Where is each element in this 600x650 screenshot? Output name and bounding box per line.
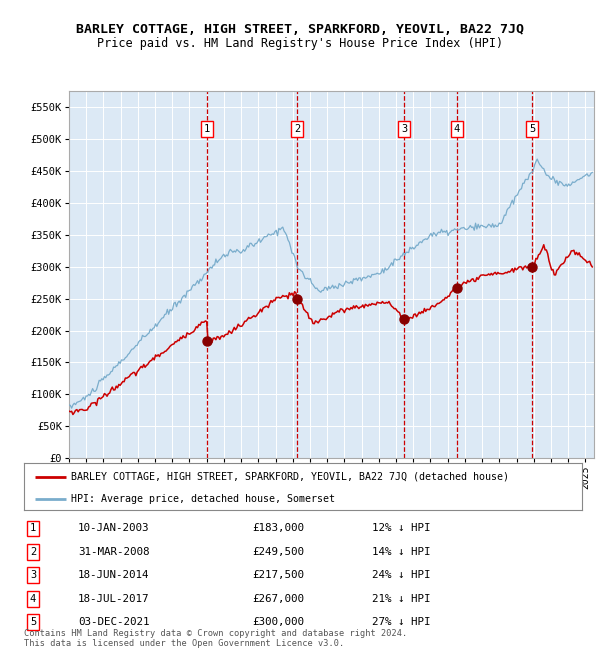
Text: HPI: Average price, detached house, Somerset: HPI: Average price, detached house, Some… xyxy=(71,493,335,504)
Text: £249,500: £249,500 xyxy=(252,547,304,557)
Text: 24% ↓ HPI: 24% ↓ HPI xyxy=(372,570,431,580)
Text: £183,000: £183,000 xyxy=(252,523,304,534)
Text: 18-JUN-2014: 18-JUN-2014 xyxy=(78,570,149,580)
Text: Price paid vs. HM Land Registry's House Price Index (HPI): Price paid vs. HM Land Registry's House … xyxy=(97,37,503,50)
Text: 10-JAN-2003: 10-JAN-2003 xyxy=(78,523,149,534)
Text: £267,000: £267,000 xyxy=(252,593,304,604)
Text: 4: 4 xyxy=(30,593,36,604)
Text: 18-JUL-2017: 18-JUL-2017 xyxy=(78,593,149,604)
Text: BARLEY COTTAGE, HIGH STREET, SPARKFORD, YEOVIL, BA22 7JQ: BARLEY COTTAGE, HIGH STREET, SPARKFORD, … xyxy=(76,23,524,36)
Text: £217,500: £217,500 xyxy=(252,570,304,580)
Text: £300,000: £300,000 xyxy=(252,617,304,627)
Text: 1: 1 xyxy=(204,124,211,135)
Text: 2: 2 xyxy=(294,124,300,135)
Text: 5: 5 xyxy=(529,124,536,135)
Text: 3: 3 xyxy=(401,124,407,135)
Text: 1: 1 xyxy=(30,523,36,534)
Text: 4: 4 xyxy=(454,124,460,135)
Text: 2: 2 xyxy=(30,547,36,557)
Text: 14% ↓ HPI: 14% ↓ HPI xyxy=(372,547,431,557)
Text: BARLEY COTTAGE, HIGH STREET, SPARKFORD, YEOVIL, BA22 7JQ (detached house): BARLEY COTTAGE, HIGH STREET, SPARKFORD, … xyxy=(71,471,509,482)
Text: 31-MAR-2008: 31-MAR-2008 xyxy=(78,547,149,557)
Text: 12% ↓ HPI: 12% ↓ HPI xyxy=(372,523,431,534)
Text: 3: 3 xyxy=(30,570,36,580)
Text: 21% ↓ HPI: 21% ↓ HPI xyxy=(372,593,431,604)
Text: 27% ↓ HPI: 27% ↓ HPI xyxy=(372,617,431,627)
Text: 5: 5 xyxy=(30,617,36,627)
Text: Contains HM Land Registry data © Crown copyright and database right 2024.
This d: Contains HM Land Registry data © Crown c… xyxy=(24,629,407,648)
Text: 03-DEC-2021: 03-DEC-2021 xyxy=(78,617,149,627)
